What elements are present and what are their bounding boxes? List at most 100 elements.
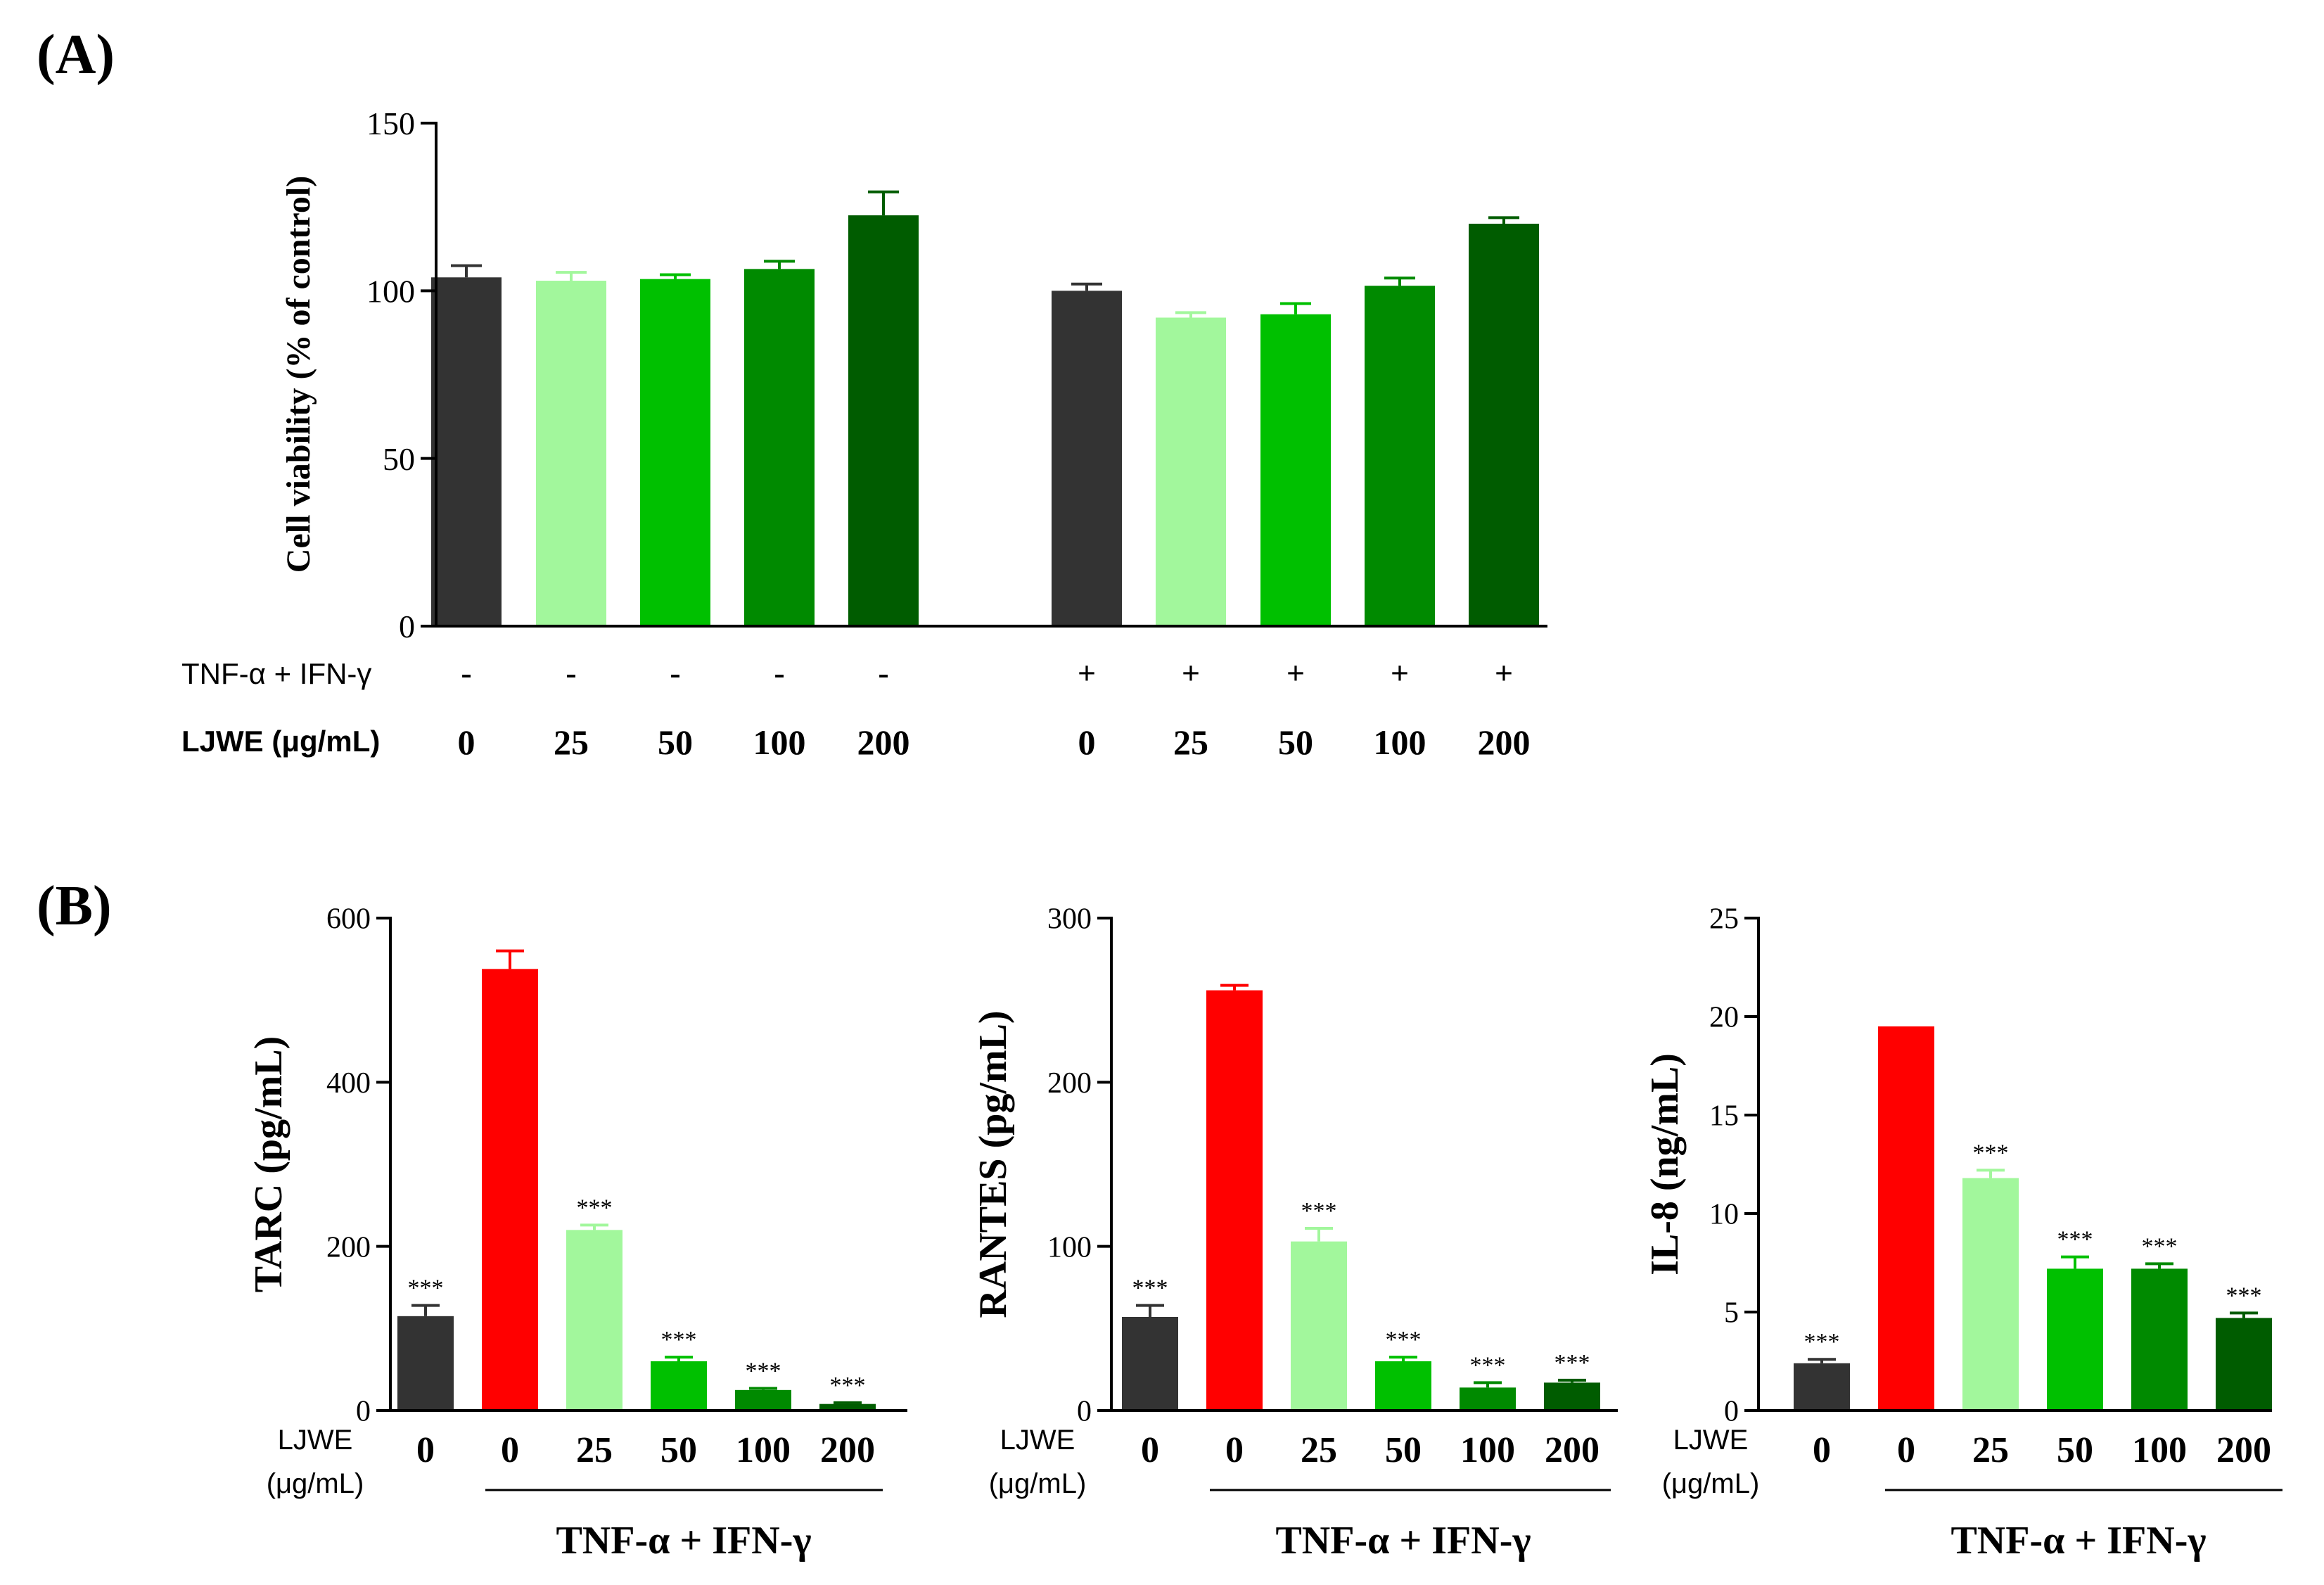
tarc-chart: *** *** *** *** *** 0 200 400 600 TARC (pg/mL) LJW…: [247, 903, 907, 1562]
bar-0-6: [1156, 317, 1226, 626]
dose-label-2-3: 50: [2057, 1430, 2093, 1470]
dose-label-0-0: 0: [416, 1430, 435, 1470]
bar-0-9: [1469, 224, 1539, 626]
dose-row-label-line2-0: (μg/mL): [267, 1468, 364, 1499]
significance-label-2-4: ***: [1470, 1352, 1506, 1378]
dose-label-1-4: 100: [1460, 1430, 1515, 1470]
bar-3-2: [1962, 1178, 2019, 1411]
y-tick-label-2-0: 0: [1077, 1396, 1092, 1428]
dose-label-2-5: 200: [2216, 1430, 2271, 1470]
dose-label-1: 25: [554, 723, 589, 762]
treatment-sign-5: +: [1078, 655, 1096, 691]
treatment-sign-3: -: [774, 655, 784, 691]
y-tick-label-0-3: 150: [366, 106, 415, 141]
bar-0-7: [1260, 314, 1331, 626]
panel-a-label: (A): [37, 24, 115, 86]
y-tick-label-2-3: 300: [1047, 903, 1092, 936]
y-tick-label-3-4: 20: [1709, 1002, 1739, 1034]
significance-label-1-0: ***: [408, 1275, 444, 1301]
dose-label-1-5: 200: [1545, 1430, 1600, 1470]
dose-label-1-1: 0: [1225, 1430, 1244, 1470]
y-axis-title-1: TARC (pg/mL): [247, 1036, 290, 1293]
bar-2-0: [1122, 1317, 1178, 1411]
dose-label-2-2: 25: [1972, 1430, 2009, 1470]
bar-0-0: [431, 277, 502, 626]
dose-row-label-line1-0: LJWE: [278, 1425, 353, 1456]
treatment-row-label: TNF-α + IFN-γ: [181, 657, 371, 690]
dose-label-4: 200: [857, 723, 910, 762]
il8-chart: *** *** *** *** *** 0 5 10 15 20 25 IL-8 (ng/mL) LJW…: [1643, 903, 2282, 1562]
bar-0-2: [640, 279, 710, 626]
dose-label-0: 0: [458, 723, 475, 762]
bar-3-1: [1878, 1026, 1934, 1411]
bar-1-5: [819, 1403, 876, 1411]
significance-label-2-3: ***: [1386, 1327, 1422, 1353]
y-tick-label-3-0: 0: [1724, 1396, 1739, 1428]
treatment-sign-6: +: [1182, 655, 1200, 691]
significance-label-3-5: ***: [2226, 1282, 2262, 1309]
bar-1-4: [735, 1389, 791, 1411]
significance-label-3-0: ***: [1804, 1329, 1840, 1355]
rantes-chart: *** *** *** *** *** 0 100 200 300 RANTES (pg/mL) L…: [971, 903, 1618, 1562]
treatment-sign-0: -: [461, 655, 471, 691]
bar-0-3: [744, 269, 815, 626]
bar-2-5: [1544, 1382, 1600, 1411]
significance-label-1-3: ***: [661, 1327, 697, 1353]
bar-2-1: [1206, 990, 1263, 1411]
dose-label-1-3: 50: [1385, 1430, 1422, 1470]
y-tick-label-2-2: 200: [1047, 1067, 1092, 1100]
y-tick-label-1-1: 200: [326, 1231, 371, 1263]
treatment-label-0: TNF-α + IFN-γ: [556, 1519, 811, 1562]
treatment-label-2: TNF-α + IFN-γ: [1950, 1519, 2206, 1562]
bar-1-2: [566, 1230, 622, 1411]
dose-row-label-line1-2: LJWE: [1673, 1425, 1749, 1456]
bar-2-2: [1291, 1241, 1347, 1411]
dose-label-0-3: 50: [660, 1430, 697, 1470]
bar-2-4: [1460, 1387, 1516, 1411]
dose-label-0-5: 200: [820, 1430, 875, 1470]
dose-row-label-line2-1: (μg/mL): [989, 1468, 1087, 1499]
dose-label-6: 25: [1173, 723, 1208, 762]
treatment-label-1: TNF-α + IFN-γ: [1275, 1519, 1531, 1562]
dose-label-5: 0: [1078, 723, 1096, 762]
significance-label-2-2: ***: [1301, 1198, 1337, 1224]
significance-label-1-2: ***: [577, 1195, 613, 1221]
dose-label-7: 50: [1278, 723, 1313, 762]
dose-label-0-2: 25: [576, 1430, 613, 1470]
significance-label-1-5: ***: [830, 1373, 866, 1399]
y-axis-title-2: RANTES (pg/mL): [971, 1010, 1015, 1318]
dose-label-1-2: 25: [1301, 1430, 1337, 1470]
bar-3-0: [1794, 1363, 1850, 1411]
y-tick-label-0-0: 0: [399, 609, 415, 644]
y-tick-label-1-3: 600: [326, 903, 371, 936]
bar-1-3: [651, 1361, 707, 1411]
dose-label-2: 50: [658, 723, 693, 762]
dose-row-label-line1-1: LJWE: [1000, 1425, 1075, 1456]
panel-b-label: (B): [37, 875, 112, 937]
y-tick-label-1-0: 0: [356, 1396, 371, 1428]
dose-label-2-1: 0: [1897, 1430, 1915, 1470]
treatment-sign-7: +: [1286, 655, 1305, 691]
dose-label-2-4: 100: [2132, 1430, 2187, 1470]
treatment-sign-9: +: [1495, 655, 1513, 691]
treatment-sign-8: +: [1391, 655, 1409, 691]
bar-1-0: [397, 1316, 454, 1411]
dose-row-label: LJWE (μg/mL): [181, 725, 380, 758]
y-tick-label-1-2: 400: [326, 1067, 371, 1100]
y-axis-title-0: Cell viability (% of control): [280, 176, 317, 573]
bar-2-3: [1375, 1361, 1431, 1411]
treatment-sign-1: -: [566, 655, 576, 691]
y-axis-title-3: IL-8 (ng/mL): [1643, 1053, 1687, 1275]
y-tick-label-3-3: 15: [1709, 1100, 1739, 1133]
significance-label-2-0: ***: [1132, 1275, 1168, 1301]
significance-label-1-4: ***: [746, 1358, 781, 1385]
dose-row-label-line2-2: (μg/mL): [1662, 1468, 1760, 1499]
y-tick-label-3-2: 10: [1709, 1199, 1739, 1231]
y-tick-label-3-1: 5: [1724, 1297, 1739, 1330]
bar-0-5: [1052, 291, 1122, 626]
significance-label-3-3: ***: [2057, 1227, 2093, 1253]
significance-label-3-2: ***: [1973, 1140, 2009, 1166]
bar-0-8: [1365, 286, 1435, 626]
y-tick-label-0-2: 100: [366, 273, 415, 309]
